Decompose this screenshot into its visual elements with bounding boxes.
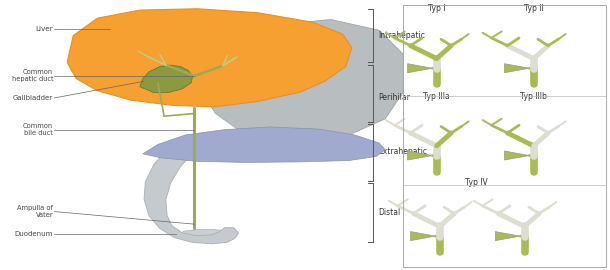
Text: Typ II: Typ II xyxy=(524,4,544,13)
Text: Extrahepatic: Extrahepatic xyxy=(378,147,427,156)
Text: Duodenum: Duodenum xyxy=(15,231,53,237)
Polygon shape xyxy=(495,232,520,241)
Polygon shape xyxy=(179,230,228,241)
Text: Common
bile duct: Common bile duct xyxy=(23,123,53,136)
Polygon shape xyxy=(140,65,193,93)
Polygon shape xyxy=(144,140,239,244)
Text: Gallbladder: Gallbladder xyxy=(13,95,53,101)
Text: Distal: Distal xyxy=(378,208,400,217)
Polygon shape xyxy=(411,232,436,241)
Polygon shape xyxy=(407,64,432,73)
Text: Perihilar: Perihilar xyxy=(378,93,410,102)
Text: Liver: Liver xyxy=(35,26,53,32)
Text: Common
hepatic duct: Common hepatic duct xyxy=(12,69,53,82)
Text: Ampulla of
Vater: Ampulla of Vater xyxy=(17,205,53,218)
Polygon shape xyxy=(504,151,529,160)
Text: Typ IIIa: Typ IIIa xyxy=(423,92,450,102)
Polygon shape xyxy=(204,19,403,140)
Text: Typ IV: Typ IV xyxy=(465,178,487,187)
Polygon shape xyxy=(67,9,352,107)
Polygon shape xyxy=(407,151,432,160)
Bar xyxy=(403,5,606,266)
Text: Typ I: Typ I xyxy=(428,4,445,13)
Text: Intrahepatic: Intrahepatic xyxy=(378,31,425,40)
Text: Typ IIIb: Typ IIIb xyxy=(520,92,547,102)
Polygon shape xyxy=(143,127,385,162)
Polygon shape xyxy=(504,64,529,73)
